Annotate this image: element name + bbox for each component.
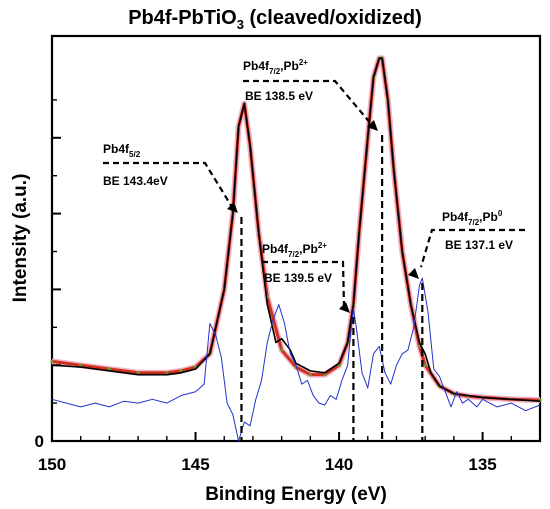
x-tick-label: 150 bbox=[38, 455, 66, 474]
series-difference-line bbox=[51, 277, 541, 442]
peak-label-main: Pb4f bbox=[262, 242, 289, 256]
peak-leader-line bbox=[262, 260, 346, 308]
x-tick-label: 135 bbox=[468, 455, 496, 474]
peak-arrow-head bbox=[227, 202, 238, 213]
peak-arrow-head bbox=[408, 268, 419, 279]
peak-annotation: Pb4f7/2,Pb2+BE 138.5 eV bbox=[243, 58, 384, 441]
series-fit-point bbox=[423, 363, 427, 367]
peak-label: Pb4f7/2,Pb2+ bbox=[262, 241, 327, 259]
peak-label-sub: 7/2 bbox=[288, 250, 300, 259]
series-fit bbox=[50, 55, 542, 404]
peak-leader-line bbox=[419, 228, 525, 268]
peak-label-main: Pb4f bbox=[103, 142, 130, 156]
series-fit-point bbox=[323, 373, 327, 377]
series-measured-line bbox=[51, 57, 541, 403]
series-fit-point bbox=[308, 373, 312, 377]
peak-annotation: Pb4f7/2,Pb2+ BE 139.5 eV bbox=[262, 241, 355, 441]
series-fit-point bbox=[280, 348, 284, 352]
peak-label-sub: 7/2 bbox=[269, 67, 281, 76]
peak-label: Pb4f5/2 bbox=[103, 142, 141, 159]
peak-label-sep: ,Pb bbox=[479, 210, 498, 224]
y-axis-label: Intensity (a.u.) bbox=[10, 174, 31, 303]
axis-ticks: 150 145 140 135 0 bbox=[35, 99, 541, 474]
peak-be-value: BE 143.4eV bbox=[103, 174, 168, 188]
chart-title-subscript: 3 bbox=[237, 17, 244, 32]
peak-be-value: BE 139.5 eV bbox=[264, 271, 332, 285]
peak-label-main: Pb4f bbox=[442, 210, 469, 224]
peak-label-sub: 7/2 bbox=[468, 218, 480, 227]
y-tick-label-zero: 0 bbox=[35, 432, 44, 451]
series-fit-point bbox=[79, 363, 83, 367]
series-fit-point bbox=[179, 369, 183, 373]
peak-label-sup: 2+ bbox=[318, 241, 327, 250]
peak-be-value: BE 138.5 eV bbox=[245, 89, 313, 103]
peak-arrow-head bbox=[367, 120, 378, 131]
peak-label-main: Pb4f bbox=[243, 59, 270, 73]
peak-label: Pb4f7/2,Pb2+ bbox=[243, 58, 308, 76]
plot-content bbox=[50, 55, 542, 442]
series-fit-point bbox=[107, 367, 112, 371]
peak-leader-line bbox=[243, 79, 373, 126]
x-tick-label: 145 bbox=[181, 455, 209, 474]
series-fit-point bbox=[165, 371, 169, 375]
series-fit-point bbox=[50, 359, 54, 364]
peak-be-value: BE 137.1 eV bbox=[445, 238, 513, 252]
peak-annotation: Pb4f7/2,Pb0 BE 137.1 eV bbox=[408, 209, 525, 441]
peak-arrow-head bbox=[339, 302, 350, 313]
peak-label-sep: ,Pb bbox=[299, 242, 318, 256]
peak-label-sup: 0 bbox=[498, 209, 503, 218]
series-fit-point bbox=[136, 371, 140, 375]
peak-label: Pb4f7/2,Pb0 bbox=[442, 209, 503, 227]
series-fit-line bbox=[51, 56, 541, 402]
chart-title: Pb4f-PbTiO3 (cleaved/oxidized) bbox=[128, 7, 422, 32]
peak-label-sep: ,Pb bbox=[280, 59, 299, 73]
peak-label-sup: 2+ bbox=[299, 58, 308, 67]
peak-leader-line bbox=[103, 161, 233, 208]
peak-annotation: Pb4f5/2 BE 143.4eV bbox=[103, 142, 243, 441]
series-fit-glow bbox=[51, 55, 541, 404]
plot-frame bbox=[50, 34, 542, 443]
x-axis-label: Binding Energy (eV) bbox=[205, 484, 387, 505]
peak-label-sub: 5/2 bbox=[129, 150, 141, 159]
x-tick-label: 140 bbox=[325, 455, 353, 474]
